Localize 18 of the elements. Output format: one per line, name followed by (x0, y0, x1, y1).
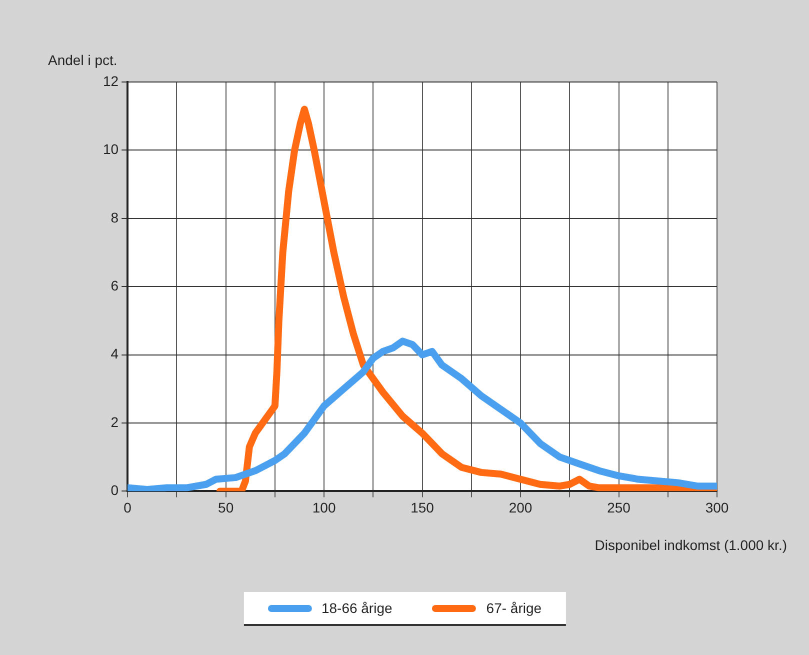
legend-label: 18-66 årige (321, 600, 392, 616)
y-tick-label: 10 (102, 141, 119, 158)
x-tick-label: 200 (508, 499, 532, 516)
x-tick-label: 250 (607, 499, 631, 516)
y-tick-label: 6 (110, 277, 119, 294)
x-tick-label: 100 (312, 499, 336, 516)
y-tick-label: 4 (110, 346, 119, 362)
y-tick-label: 12 (102, 72, 119, 89)
y-tick-label: 0 (110, 482, 119, 498)
x-tick-label: 150 (410, 499, 434, 516)
x-tick-label: 300 (705, 499, 729, 516)
x-axis-title: Disponibel indkomst (1.000 kr.) (594, 537, 787, 554)
y-axis-title: Andel i pct. (48, 52, 118, 68)
y-tick-label: 8 (110, 209, 119, 226)
x-tick-label: 50 (218, 499, 234, 516)
legend-label: 67- årige (486, 600, 542, 616)
x-tick-label: 0 (124, 499, 132, 516)
y-tick-label: 2 (110, 414, 119, 430)
